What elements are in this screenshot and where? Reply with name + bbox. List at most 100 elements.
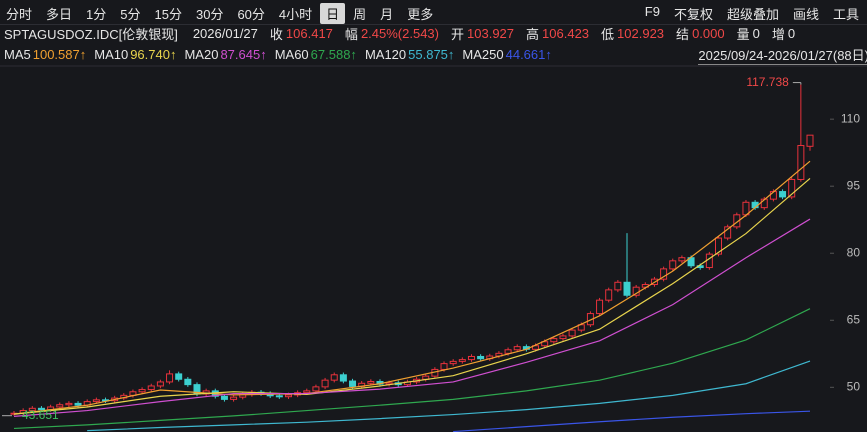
candle-body: [312, 386, 320, 392]
legend-name: MA60: [274, 47, 309, 62]
y-tick-label: 50: [847, 379, 861, 393]
tool-button[interactable]: 不复权: [673, 6, 713, 22]
legend-name: MA250: [462, 47, 504, 62]
candle-body: [367, 380, 375, 384]
ma-line: [453, 410, 811, 432]
field-value: 0.000: [692, 26, 725, 41]
candle-body: [138, 389, 146, 393]
quote-row: SPTAGUSDOZ.IDC[伦敦银现] 2026/01/27 收 106.417 幅 2…: [0, 23, 867, 44]
y-tick-label: 95: [847, 178, 861, 192]
candle-body: [349, 380, 357, 387]
field-label: 高: [526, 27, 540, 42]
candle-body: [669, 260, 677, 270]
candle-body: [596, 299, 604, 315]
candle-body: [623, 281, 631, 296]
tool-button[interactable]: F9: [644, 3, 660, 19]
candle-body: [339, 374, 347, 382]
date: 2026/01/27: [192, 26, 258, 41]
candle-body: [449, 360, 457, 365]
tool-button[interactable]: 超级叠加: [726, 6, 779, 22]
legend-name: MA10: [94, 47, 129, 62]
field-label: 幅: [344, 27, 358, 42]
candle-body: [541, 341, 549, 347]
candle-body: [65, 402, 73, 406]
candle-body: [733, 214, 741, 228]
annotation: 43.651: [22, 408, 59, 422]
period-tab[interactable]: 周: [353, 6, 367, 22]
candle-body: [275, 395, 283, 398]
legend-name: MA5: [4, 47, 31, 62]
field-value: 0: [752, 26, 760, 41]
tool-button[interactable]: 画线: [792, 6, 819, 22]
candle-body: [705, 253, 713, 269]
candle-body: [779, 191, 787, 198]
date-range: 2025/09/24-2026/01/27(88日): [698, 45, 867, 65]
candle-body: [458, 359, 466, 362]
candle-body: [806, 134, 814, 147]
field-value: 103.927: [467, 26, 515, 41]
annotation: 117.738: [746, 75, 789, 89]
toolbar: 分时 多日 1分 5分 15分 30分 60分 4小时日周月更多 F9 不复权 超级叠加 画线 工具: [0, 2, 867, 25]
y-tick-label: 65: [847, 312, 861, 326]
candle-body: [330, 374, 338, 381]
period-tab[interactable]: 30分: [195, 6, 224, 22]
candle-body: [605, 289, 613, 301]
tool-buttons: F9 不复权 超级叠加 画线 工具: [639, 3, 867, 24]
period-tab[interactable]: 1分: [86, 6, 107, 22]
period-tab[interactable]: 60分: [237, 6, 265, 22]
legend-name: MA120: [364, 47, 407, 62]
candle-body: [513, 346, 521, 351]
candle-body: [321, 379, 329, 388]
candle-body: [220, 395, 228, 400]
legend-value: 100.587↑: [32, 47, 87, 62]
candle-body: [92, 399, 100, 403]
period-tab[interactable]: 4小时: [278, 6, 313, 22]
field-label: 结: [676, 27, 690, 42]
candle-body: [614, 281, 622, 291]
y-tick-label: 80: [847, 245, 861, 259]
y-tick-label: 110: [841, 111, 860, 125]
legend-value: 96.740↑: [130, 47, 177, 62]
ma-line: [13, 160, 811, 415]
candle-body: [156, 381, 164, 387]
candle-body: [303, 390, 311, 394]
period-tab[interactable]: 5分: [120, 6, 141, 22]
ma-line: [87, 360, 811, 432]
candle-body: [568, 329, 576, 337]
candle-body: [175, 373, 183, 380]
candle-body: [230, 396, 238, 400]
candle-body: [660, 268, 668, 280]
period-tab[interactable]: 日: [320, 2, 346, 24]
field-value: 2.45%(2.543): [360, 26, 439, 41]
field-label: 收: [269, 27, 283, 42]
candle-body: [166, 373, 174, 383]
field-label: 增: [771, 27, 785, 42]
period-tab[interactable]: 分时: [6, 6, 33, 22]
field-value: 102.923: [617, 26, 665, 41]
ma-line: [13, 308, 811, 430]
field-value: 106.423: [542, 26, 590, 41]
candle-body: [28, 407, 36, 412]
candle-body: [504, 349, 512, 354]
candle-body: [74, 402, 82, 406]
legend-name: MA20: [184, 47, 219, 62]
field-value: 106.417: [285, 26, 333, 41]
period-tab[interactable]: 月: [380, 6, 394, 22]
legend-value: 87.645↑: [220, 47, 267, 62]
period-tab[interactable]: 15分: [154, 6, 182, 22]
candle-body: [184, 378, 192, 386]
ma-legend: MA5 100.587↑ MA10 96.740↑ MA20 87.645↑ MA60 67.…: [0, 44, 867, 65]
period-tabs: 分时 多日 1分 5分 15分 30分 60分 4小时日周月更多: [0, 2, 441, 24]
candle-body: [550, 338, 558, 343]
candle-body: [56, 404, 64, 408]
field-label: 开: [451, 27, 465, 42]
period-tab[interactable]: 更多: [407, 6, 434, 22]
period-tab[interactable]: 多日: [46, 6, 73, 22]
ma-line: [13, 177, 811, 415]
tool-button[interactable]: 工具: [832, 6, 859, 22]
candle-body: [715, 237, 723, 255]
candle-body: [724, 226, 732, 239]
legend-value: 44.661↑: [505, 47, 552, 62]
